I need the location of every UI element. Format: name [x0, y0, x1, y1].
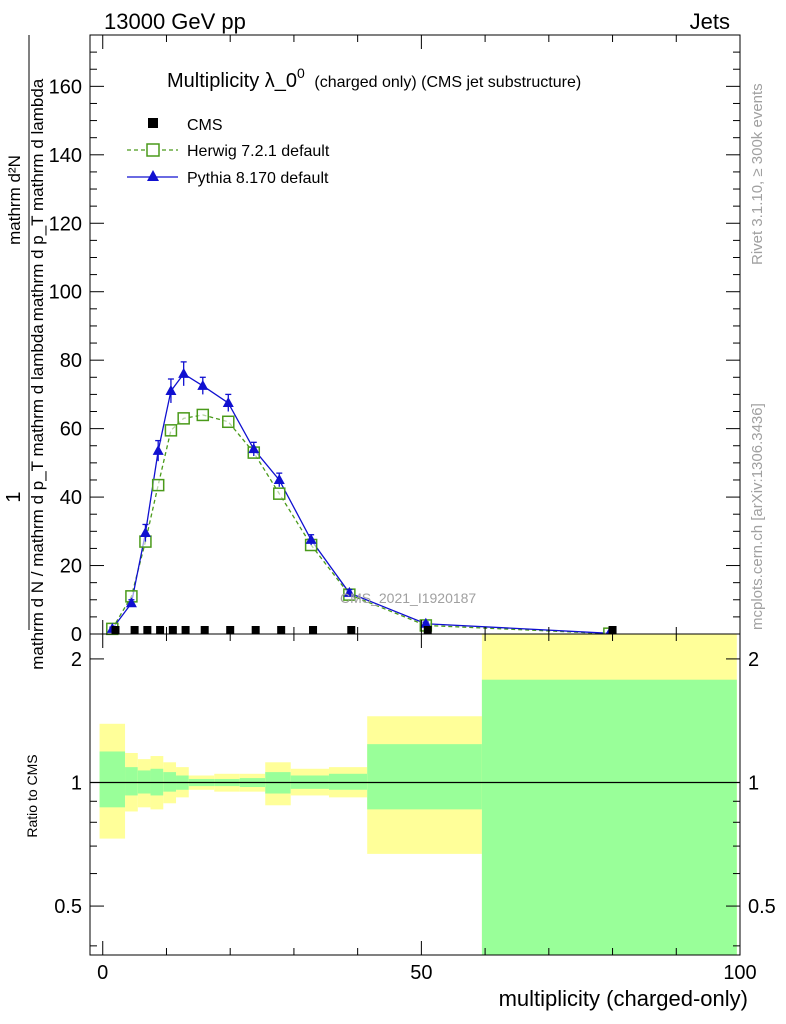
- ratio-band-inner: [481, 679, 737, 955]
- cms-point: [423, 626, 432, 634]
- cms-point: [181, 626, 190, 634]
- legend-herwig-label: Herwig 7.2.1 default: [187, 143, 330, 160]
- xlabel: multiplicity (charged-only): [499, 986, 748, 1011]
- herwig-point: [222, 415, 235, 429]
- pythia-point: [125, 597, 137, 608]
- main-series: [106, 361, 617, 640]
- ratio-ytick-label: 1: [71, 772, 82, 794]
- ratio-ytick-label-right: 1: [748, 772, 759, 794]
- ratio-xtick-label: 100: [723, 962, 756, 984]
- main-title-sub: (charged only) (CMS jet substructure): [314, 74, 581, 91]
- herwig-point: [177, 412, 190, 425]
- main-ytick-label: 20: [60, 556, 82, 578]
- herwig-point: [196, 408, 210, 422]
- legend-pythia-marker: [147, 170, 159, 181]
- pythia-point: [343, 586, 355, 597]
- mcplots-text: mcplots.cern.ch [arXiv:1306.3436]: [749, 403, 766, 630]
- cms-point: [347, 626, 356, 634]
- ratio-xticks: 0 50 100: [97, 634, 757, 984]
- ylabel-den-1: mathrm d N / mathrm d p_T mathrm d lambd…: [28, 324, 47, 670]
- main-ytick-label: 140: [49, 145, 82, 167]
- ratio-ytick-label: 2: [71, 649, 82, 671]
- pythia-point: [248, 443, 260, 454]
- cms-point: [143, 626, 152, 634]
- ratio-band-inner: [367, 744, 482, 810]
- ratio-ytick-label: 0.5: [54, 896, 82, 918]
- legend-herwig-marker: [146, 143, 160, 157]
- pythia-point: [197, 379, 209, 390]
- main-ytick-label: 100: [49, 282, 82, 304]
- main-yticks: 0 20 40 60 80 100 120 140 160: [49, 34, 740, 646]
- cms-point: [200, 626, 209, 634]
- pythia-point: [178, 367, 190, 378]
- cms-point: [277, 626, 286, 634]
- ratio-ylabel: Ratio to CMS: [24, 754, 40, 837]
- pythia-point: [420, 617, 432, 628]
- ratio-yticks: 0.5 0.5 1 1 2 2: [54, 649, 776, 947]
- main-ytick-label: 60: [60, 419, 82, 441]
- pythia-point: [222, 396, 234, 407]
- ratio-band-inner: [163, 772, 177, 792]
- ratio-band-inner: [328, 773, 368, 790]
- ratio-ytick-label-right: 0.5: [748, 896, 776, 918]
- legend-cms-marker: [148, 118, 158, 128]
- main-ytick-label: 80: [60, 350, 82, 372]
- cms-point: [130, 626, 139, 634]
- main-title: Multiplicity λ_00 (charged only) (CMS je…: [167, 61, 581, 92]
- main-ytick-label: 40: [60, 487, 82, 509]
- pythia-point: [165, 384, 177, 395]
- analysis-watermark: CMS_2021_I1920187: [340, 590, 476, 606]
- main-title-sup: 0: [297, 65, 305, 81]
- main-xticks: [102, 35, 741, 634]
- herwig-point: [164, 424, 178, 437]
- cms-point: [156, 626, 165, 634]
- ylabel-num-2: mathrm d²N: [5, 155, 24, 245]
- main-title-text: Multiplicity λ_0: [167, 70, 297, 92]
- main-ytick-label: 0: [71, 624, 82, 646]
- pythia-point: [139, 527, 151, 538]
- ylabel-num-1: 1: [3, 491, 25, 502]
- ratio-xtick-label: 50: [410, 962, 432, 984]
- legend-pythia-label: Pythia 8.170 default: [187, 170, 329, 187]
- rivet-text: Rivet 3.1.10, ≥ 300k events: [749, 83, 766, 265]
- header-left: 13000 GeV pp: [104, 9, 246, 34]
- ratio-panel: 0.5 0.5 1 1 2 2 0 50 100 Ratio to CMS multiplic…: [24, 633, 776, 1011]
- ratio-band-inner: [125, 767, 138, 796]
- main-ytick-label: 160: [49, 76, 82, 98]
- ratio-frame: [89, 633, 741, 956]
- ylabel-den-2: mathrm d p_T mathrm d lambda: [28, 78, 47, 321]
- header-right: Jets: [690, 9, 730, 34]
- herwig-point: [151, 478, 165, 492]
- ratio-ytick-label-right: 2: [748, 649, 759, 671]
- cms-point: [111, 626, 120, 634]
- ratio-band-inner: [99, 751, 126, 808]
- cms-point: [309, 626, 318, 634]
- cms-point: [251, 626, 260, 634]
- pythia-point: [273, 473, 285, 484]
- ratio-xtick-label: 0: [97, 962, 108, 984]
- legend: CMS Herwig 7.2.1 default Pythia 8.170 de…: [127, 117, 330, 187]
- pythia-line: [111, 372, 610, 634]
- main-ytick-label: 120: [49, 213, 82, 235]
- ratio-bands: [99, 634, 737, 955]
- herwig-line: [111, 414, 610, 635]
- cms-point: [168, 626, 177, 634]
- pythia-point: [152, 444, 164, 455]
- legend-cms-label: CMS: [187, 117, 223, 134]
- pythia-point: [305, 533, 317, 544]
- herwig-point: [273, 487, 286, 500]
